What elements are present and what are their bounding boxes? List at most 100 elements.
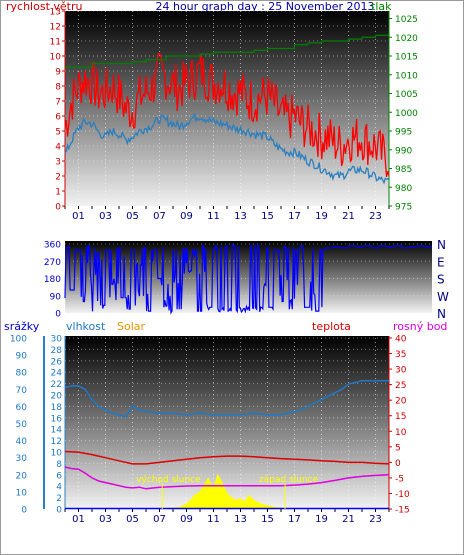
wind-y-tick-label: 4 — [55, 143, 61, 153]
pressure-y-ticks: 975 980 985 990 995 1000 1005 1010 1015 1020 1025 — [389, 15, 418, 213]
pressure-y-tick-label: 995 — [395, 128, 412, 138]
compass-label: S — [437, 273, 445, 287]
pressure-y-tick-label: 1000 — [395, 109, 418, 119]
pressure-y-tick-label: 980 — [395, 184, 412, 194]
temperature-y-tick-label: 30 — [395, 366, 407, 376]
wind-average-line — [64, 113, 390, 185]
x-tick-label: 11 — [207, 211, 220, 222]
rain-y-tick-label: 20 — [51, 392, 63, 402]
pressure-y-tick-label: 1020 — [395, 34, 418, 44]
direction-series — [64, 243, 432, 315]
humidity-plot-area — [65, 336, 389, 509]
dewpoint-axis-label: rosný bod — [393, 320, 447, 333]
temperature-axis-label: teplota — [312, 320, 351, 333]
wind-max-line — [64, 52, 390, 177]
temperature-y-tick-label: -15 — [395, 506, 410, 516]
rain-y-tick-label: 2 — [56, 494, 62, 504]
compass-label: E — [437, 255, 445, 269]
rain-y-tick-label: 4 — [56, 483, 62, 493]
rain-y-tick-label: 28 — [51, 346, 63, 356]
wind-y-tick-label: 5 — [55, 128, 61, 138]
wind-y-tick-label: 11 — [50, 38, 61, 48]
x-tick-label: 09 — [180, 211, 193, 222]
rain-y-tick-label: 30 — [51, 335, 63, 345]
pressure-y-tick-label: 985 — [395, 165, 412, 175]
rain-y-tick-label: 6 — [56, 471, 62, 481]
temperature-y-ticks: -15 -10 -5 0 5 10 15 20 25 30 35 40 — [389, 335, 410, 516]
x-tick-label: 15 — [261, 514, 274, 525]
humidity-y-tick-label: 100 — [10, 335, 27, 345]
rain-y-tick-label: 14 — [51, 426, 63, 436]
temperature-y-tick-label: 35 — [395, 350, 406, 360]
solar-label: Solar — [117, 320, 146, 333]
pressure-y-tick-label: 975 — [395, 203, 412, 213]
sunset-label: západ slunce — [259, 475, 319, 485]
wind-y-tick-label: 2 — [55, 173, 61, 183]
rain-y-tick-label: 22 — [51, 380, 62, 390]
compass-label: N — [437, 238, 446, 252]
x-tick-label: 07 — [153, 211, 166, 222]
x-tick-label: 23 — [369, 211, 382, 222]
x-tick-label: 23 — [369, 514, 382, 525]
wind-y-tick-label: 9 — [55, 68, 61, 78]
compass-label: N — [437, 307, 446, 321]
humidity-y-tick-label: 30 — [16, 454, 28, 464]
pressure-axis-label: tlak — [371, 0, 392, 13]
rain-y-tick-label: 12 — [51, 437, 62, 447]
temperature-y-tick-label: 0 — [395, 459, 401, 469]
rain-y-tick-label: 8 — [56, 460, 62, 470]
humidity-y-tick-label: 40 — [16, 437, 28, 447]
temperature-y-tick-label: 10 — [395, 428, 407, 438]
direction-y-tick-label: 0 — [55, 310, 61, 320]
humidity-y-tick-label: 90 — [16, 352, 28, 362]
x-tick-label: 01 — [72, 211, 85, 222]
direction-y-tick-label: 270 — [44, 258, 61, 268]
x-tick-label: 17 — [288, 211, 301, 222]
x-tick-label: 05 — [126, 514, 139, 525]
humidity-y-ticks: 0 10 20 30 40 50 60 70 80 90 100 — [10, 335, 27, 516]
wind-y-tick-label: 13 — [50, 8, 61, 18]
pressure-y-tick-label: 990 — [395, 146, 412, 156]
humidity-x-ticks: 01 03 05 07 09 11 13 15 17 19 21 23 — [64, 509, 390, 525]
wind-series — [64, 33, 390, 185]
wind-plot-area — [65, 11, 389, 206]
x-tick-label: 13 — [234, 514, 247, 525]
x-tick-label: 01 — [72, 514, 85, 525]
pressure-line — [65, 33, 390, 68]
pressure-y-tick-label: 1005 — [395, 90, 418, 100]
wind-y-tick-label: 12 — [50, 23, 61, 33]
compass-label: W — [437, 290, 449, 304]
humidity-y-tick-label: 20 — [16, 471, 28, 481]
wind-y-tick-label: 6 — [55, 113, 61, 123]
x-tick-label: 17 — [288, 514, 301, 525]
x-tick-label: 05 — [126, 211, 139, 222]
humidity-y-tick-label: 50 — [16, 420, 28, 430]
rain-axis-label: srážky — [4, 320, 40, 333]
pressure-y-tick-label: 1015 — [395, 53, 418, 63]
x-tick-label: 11 — [207, 514, 220, 525]
humidity-y-tick-label: 0 — [21, 506, 27, 516]
rain-y-tick-label: 16 — [51, 414, 63, 424]
wind-y-tick-label: 3 — [55, 158, 61, 168]
temperature-y-tick-label: 15 — [395, 412, 406, 422]
wind-y-tick-label: 1 — [55, 188, 61, 198]
rain-y-tick-label: 24 — [51, 369, 63, 379]
direction-y-tick-label: 90 — [50, 292, 62, 302]
page-title: 24 hour graph day : 25 November 2013 — [155, 0, 374, 13]
x-tick-label: 19 — [315, 211, 328, 222]
temperature-y-tick-label: -5 — [395, 474, 404, 484]
humidity-y-tick-label: 70 — [16, 386, 28, 396]
temperature-line — [64, 450, 390, 465]
rain-y-tick-label: 0 — [56, 506, 62, 516]
humidity-temperature-series — [64, 380, 390, 510]
sun-annotations: východ slunce západ slunce — [136, 475, 319, 509]
wind-axis-label: rychlost větru — [6, 0, 82, 13]
humidity-y-tick-label: 10 — [16, 488, 28, 498]
wind-x-ticks: 01 03 05 07 09 11 13 15 17 19 21 23 — [64, 206, 390, 222]
wind-grid — [65, 10, 389, 207]
